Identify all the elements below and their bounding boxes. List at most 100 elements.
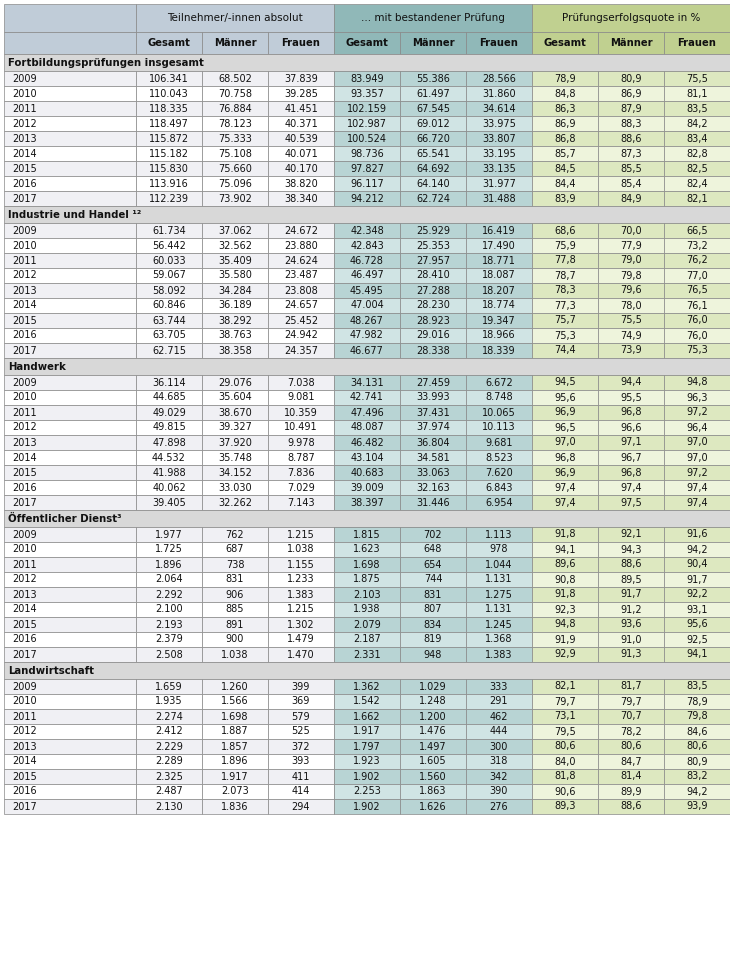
Text: 86,9: 86,9 [620, 88, 642, 99]
Text: 74,4: 74,4 [554, 346, 576, 356]
Text: 32.562: 32.562 [218, 240, 252, 251]
Bar [532, 679, 598, 694]
Bar [598, 313, 664, 328]
Text: 525: 525 [291, 727, 310, 736]
Bar [202, 328, 268, 343]
Text: 75.333: 75.333 [218, 134, 252, 143]
Text: 96,8: 96,8 [620, 467, 642, 478]
Bar [664, 647, 730, 662]
Bar [268, 527, 334, 542]
Text: 831: 831 [424, 589, 442, 600]
Text: 40.683: 40.683 [350, 467, 384, 478]
Bar [664, 557, 730, 572]
Text: ... mit bestandener Prüfung: ... mit bestandener Prüfung [361, 13, 505, 23]
Bar [4, 662, 730, 679]
Text: 2013: 2013 [12, 134, 36, 143]
Text: 6.954: 6.954 [485, 497, 512, 508]
Bar [532, 253, 598, 268]
Text: 2.292: 2.292 [155, 589, 183, 600]
Bar [532, 375, 598, 390]
Text: 97,2: 97,2 [686, 467, 708, 478]
Text: 1.626: 1.626 [419, 801, 447, 811]
Text: 88,6: 88,6 [620, 134, 642, 143]
Bar [400, 161, 466, 176]
Text: 2014: 2014 [12, 605, 36, 614]
Bar [136, 86, 202, 101]
Bar [268, 86, 334, 101]
Bar [136, 313, 202, 328]
Text: 39.009: 39.009 [350, 483, 384, 492]
Text: 9.081: 9.081 [287, 392, 315, 402]
Text: 33.030: 33.030 [218, 483, 252, 492]
Bar [598, 176, 664, 191]
Text: 100.524: 100.524 [347, 134, 387, 143]
Bar [268, 405, 334, 420]
Text: 1.497: 1.497 [419, 741, 447, 752]
Bar [598, 724, 664, 739]
Text: 300: 300 [490, 741, 508, 752]
Text: 1.383: 1.383 [287, 589, 315, 600]
Text: 41.451: 41.451 [284, 104, 318, 113]
Text: 97,4: 97,4 [554, 497, 576, 508]
Text: 94,3: 94,3 [620, 545, 642, 554]
Bar [334, 191, 400, 206]
Bar [4, 769, 136, 784]
Bar [532, 146, 598, 161]
Bar [400, 739, 466, 754]
Bar [268, 557, 334, 572]
Text: 342: 342 [490, 771, 508, 782]
Text: 31.977: 31.977 [482, 178, 516, 189]
Text: 2017: 2017 [12, 497, 36, 508]
Text: 2010: 2010 [12, 392, 36, 402]
Text: 25.929: 25.929 [416, 226, 450, 235]
Bar [664, 435, 730, 450]
Bar [466, 32, 532, 54]
Bar [334, 647, 400, 662]
Bar [334, 480, 400, 495]
Bar [664, 313, 730, 328]
Bar [136, 223, 202, 238]
Text: 78.123: 78.123 [218, 118, 252, 129]
Bar [268, 435, 334, 450]
Bar [664, 328, 730, 343]
Text: 97,0: 97,0 [686, 437, 708, 448]
Text: 1.131: 1.131 [485, 605, 512, 614]
Text: 115.872: 115.872 [149, 134, 189, 143]
Text: 78,9: 78,9 [554, 74, 576, 83]
Text: 75,9: 75,9 [554, 240, 576, 251]
Bar [532, 572, 598, 587]
Bar [334, 694, 400, 709]
Bar [268, 724, 334, 739]
Bar [268, 542, 334, 557]
Bar [136, 420, 202, 435]
Text: 38.358: 38.358 [218, 346, 252, 356]
Bar [532, 71, 598, 86]
Bar [664, 86, 730, 101]
Bar [598, 572, 664, 587]
Text: 1.368: 1.368 [485, 635, 512, 644]
Text: 83,5: 83,5 [686, 681, 708, 692]
Bar [4, 694, 136, 709]
Bar [532, 465, 598, 480]
Text: 744: 744 [423, 575, 442, 584]
Bar [136, 343, 202, 358]
Bar [334, 223, 400, 238]
Bar [4, 146, 136, 161]
Text: 38.763: 38.763 [218, 330, 252, 340]
Bar [664, 602, 730, 617]
Text: 40.062: 40.062 [152, 483, 186, 492]
Text: 1.362: 1.362 [353, 681, 381, 692]
Bar [334, 101, 400, 116]
Text: 32.262: 32.262 [218, 497, 252, 508]
Text: 2009: 2009 [12, 529, 36, 540]
Bar [4, 191, 136, 206]
Bar [4, 343, 136, 358]
Text: 702: 702 [423, 529, 442, 540]
Text: 113.916: 113.916 [149, 178, 189, 189]
Bar [4, 358, 730, 375]
Text: 2014: 2014 [12, 453, 36, 462]
Bar [202, 435, 268, 450]
Bar [202, 375, 268, 390]
Bar [466, 161, 532, 176]
Text: 2.193: 2.193 [155, 619, 182, 630]
